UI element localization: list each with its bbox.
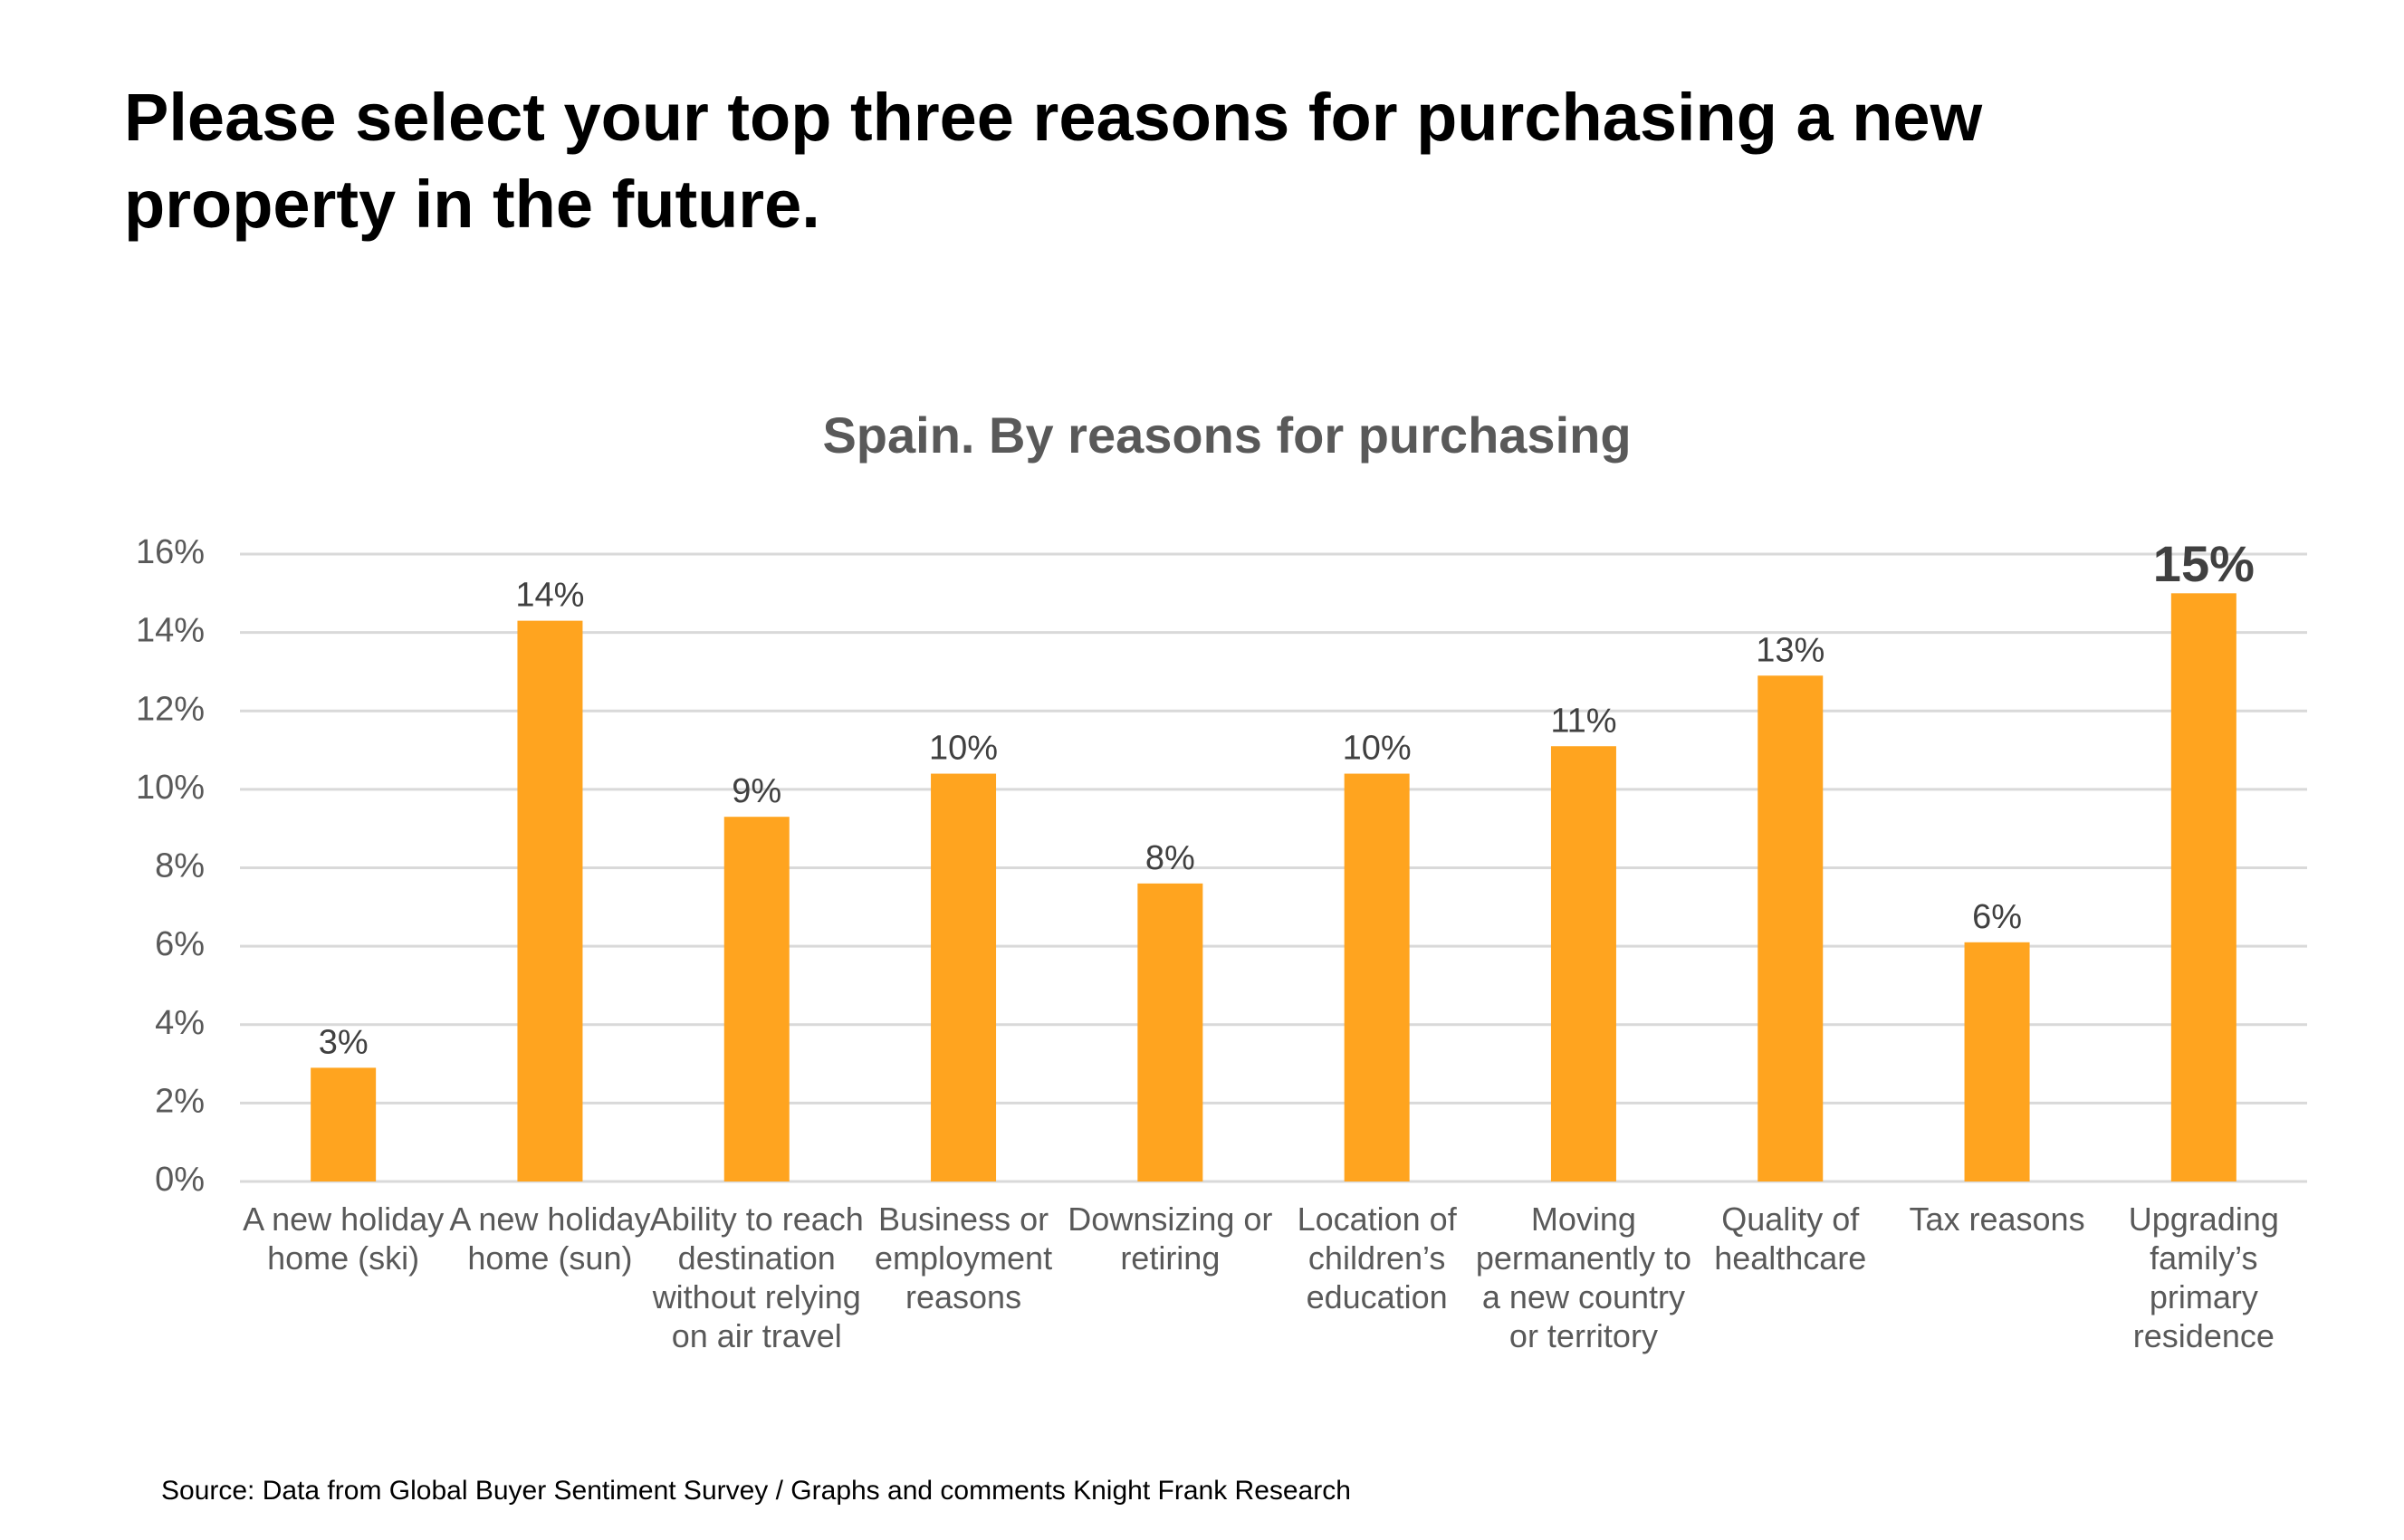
x-tick-label: Ability to reach destination without rel… xyxy=(649,1200,864,1354)
x-tick-label: Business or employment reasons xyxy=(875,1200,1053,1315)
y-tick-label: 10% xyxy=(136,769,205,807)
value-label: 15% xyxy=(2153,535,2255,592)
x-tick-label: A new holiday home (ski) xyxy=(243,1200,445,1277)
bar xyxy=(1964,942,2030,1181)
bar xyxy=(723,817,790,1181)
value-label: 9% xyxy=(732,772,781,810)
bar xyxy=(1758,675,1824,1181)
value-label: 14% xyxy=(515,577,584,615)
x-tick-label: A new holiday home (sun) xyxy=(449,1200,651,1277)
value-label: 10% xyxy=(929,730,998,768)
bar xyxy=(1137,883,1203,1181)
x-tick-label: Downsizing or retiring xyxy=(1068,1200,1273,1277)
source-note: Source: Data from Global Buyer Sentiment… xyxy=(161,1476,1351,1506)
y-tick-label: 8% xyxy=(155,847,205,885)
y-tick-label: 16% xyxy=(136,533,205,571)
y-tick-label: 14% xyxy=(136,612,205,650)
x-tick-label: Tax reasons xyxy=(1909,1200,2085,1238)
value-label: 13% xyxy=(1756,631,1825,669)
page-heading: Please select your top three reasons for… xyxy=(124,80,1983,242)
bar xyxy=(1550,746,1616,1181)
x-tick-label: Quality of healthcare xyxy=(1714,1200,1867,1277)
bar xyxy=(311,1067,377,1181)
bar xyxy=(2170,593,2236,1181)
y-tick-label: 2% xyxy=(155,1082,205,1120)
value-label: 11% xyxy=(1550,702,1616,740)
bar xyxy=(517,620,583,1181)
y-tick-label: 12% xyxy=(136,690,205,728)
value-label: 3% xyxy=(319,1023,369,1061)
x-tick-label: Upgrading family’s primary residence xyxy=(2128,1200,2279,1354)
y-tick-label: 0% xyxy=(155,1161,205,1199)
value-label: 10% xyxy=(1343,730,1412,768)
y-tick-label: 6% xyxy=(155,925,205,963)
bar xyxy=(931,773,997,1181)
value-label: 8% xyxy=(1145,839,1195,877)
x-tick-label: Location of children’s education xyxy=(1297,1200,1457,1315)
bar xyxy=(1344,773,1410,1181)
value-label: 6% xyxy=(1972,898,2022,936)
chart-title: Spain. By reasons for purchasing xyxy=(822,407,1631,464)
y-tick-label: 4% xyxy=(155,1004,205,1042)
x-tick-label: Moving permanently to a new country or t… xyxy=(1475,1200,1691,1354)
